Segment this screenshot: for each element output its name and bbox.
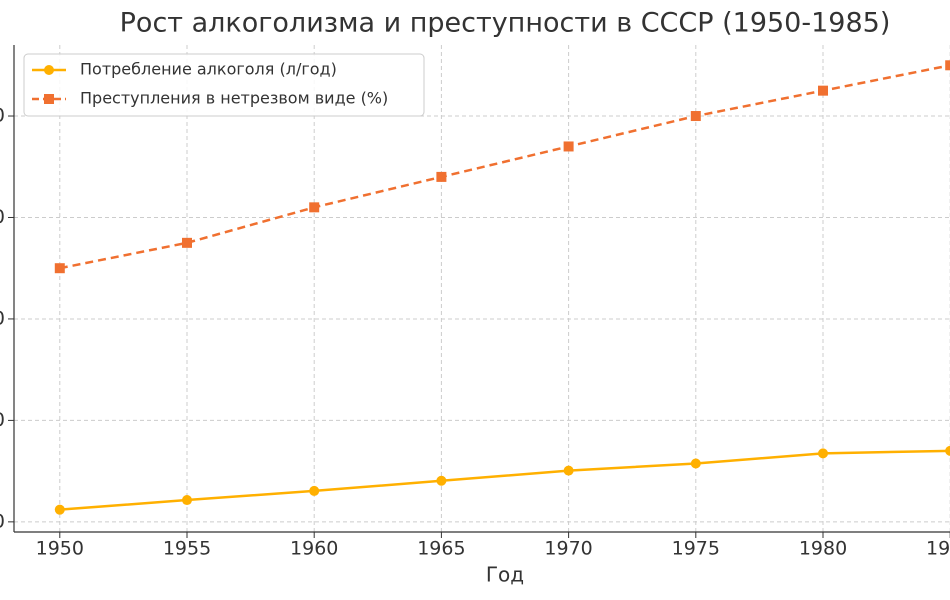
legend-label: Потребление алкоголя (л/год) bbox=[80, 60, 337, 79]
y-tick-label: 60 bbox=[0, 206, 5, 228]
x-axis-label: Год bbox=[486, 563, 524, 587]
point bbox=[54, 263, 65, 274]
series-line bbox=[59, 449, 950, 511]
x-tick-label: 1985 bbox=[926, 538, 950, 560]
y-tick-label: 80 bbox=[0, 105, 5, 127]
y-tick-label: 20 bbox=[0, 409, 5, 431]
point bbox=[690, 111, 701, 122]
point bbox=[690, 458, 701, 469]
point bbox=[945, 445, 950, 456]
point bbox=[181, 237, 192, 248]
point bbox=[563, 465, 574, 476]
x-tick-label: 1955 bbox=[163, 538, 211, 560]
point bbox=[436, 475, 447, 486]
point bbox=[54, 504, 65, 515]
x-tick-label: 1975 bbox=[672, 538, 720, 560]
point bbox=[309, 202, 320, 213]
point bbox=[436, 171, 447, 182]
legend-label: Преступления в нетрезвом виде (%) bbox=[80, 89, 388, 108]
legend-box bbox=[23, 53, 425, 117]
x-tick-label: 1950 bbox=[36, 538, 84, 560]
x-tick-label: 1965 bbox=[417, 538, 465, 560]
y-tick-label: 40 bbox=[0, 307, 5, 329]
point bbox=[181, 495, 192, 506]
point bbox=[309, 485, 320, 496]
y-tick-label: 0 bbox=[0, 510, 5, 532]
legend-marker bbox=[44, 94, 54, 104]
chart-title: Рост алкоголизма и преступности в СССР (… bbox=[120, 8, 891, 39]
point bbox=[945, 60, 950, 71]
point bbox=[818, 85, 829, 96]
legend-marker bbox=[44, 65, 54, 75]
point bbox=[563, 141, 574, 152]
x-tick-label: 1980 bbox=[799, 538, 847, 560]
x-tick-label: 1970 bbox=[544, 538, 592, 560]
series-line bbox=[59, 64, 950, 270]
x-tick-label: 1960 bbox=[290, 538, 338, 560]
point bbox=[818, 448, 829, 459]
